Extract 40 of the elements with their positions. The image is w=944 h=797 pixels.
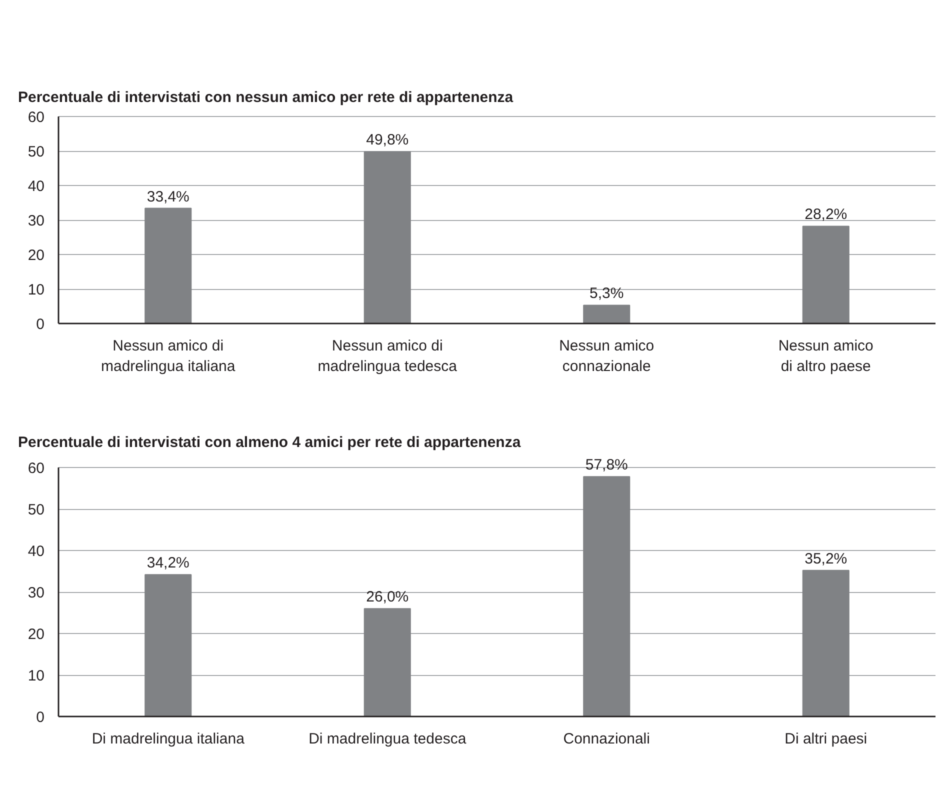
y-tick-label: 30	[28, 212, 45, 230]
x-tick-label: Nessun amico di madrelingua italiana	[101, 338, 236, 375]
y-tick-label: 20	[28, 247, 45, 264]
chart-title: Percentuale di intervistati con nessun amico per rete di appartenenza	[18, 88, 514, 108]
bar	[364, 151, 411, 324]
data-label: 26,0%	[366, 588, 409, 606]
y-tick-label: 10	[28, 282, 45, 298]
y-tick-label: 60	[28, 109, 45, 126]
y-tick-label: 0	[36, 709, 44, 726]
x-tick-label: Di madrelingua italiana	[92, 730, 246, 748]
x-tick-label: Nessun amico di madrelingua tedesca	[318, 338, 458, 375]
y-tick-label: 50	[28, 144, 45, 160]
bar	[583, 304, 630, 324]
data-label: 34,2%	[146, 554, 190, 572]
data-label: 57,8%	[585, 456, 628, 474]
y-tick-label: 0	[36, 316, 44, 333]
chart-title: Percentuale di intervistati con almeno 4 amici per rete di appartenenza	[18, 433, 521, 453]
data-label: 28,2%	[804, 206, 848, 224]
data-label: 5,3%	[590, 285, 624, 302]
y-tick-label: 40	[28, 178, 45, 195]
bar	[144, 574, 192, 716]
x-tick-label: Di altri paesi	[784, 730, 868, 748]
y-tick-label: 40	[28, 543, 45, 560]
bar	[364, 608, 411, 716]
data-label: 33,4%	[146, 188, 190, 206]
bar	[583, 476, 630, 716]
bar	[802, 570, 850, 716]
bar	[802, 226, 850, 324]
data-label: 49,8%	[366, 132, 409, 149]
y-tick-label: 60	[28, 460, 45, 477]
bar	[144, 208, 192, 324]
y-tick-label: 20	[28, 626, 45, 643]
x-tick-label: Nessun amico di altro paese	[778, 338, 874, 375]
y-tick-label: 10	[28, 668, 45, 684]
y-tick-label: 30	[28, 584, 45, 602]
data-label: 35,2%	[804, 550, 848, 568]
y-tick-label: 50	[28, 502, 45, 518]
x-tick-label: Connazionali	[563, 730, 650, 748]
x-tick-label: Di madrelingua tedesca	[308, 730, 467, 748]
x-tick-label: Nessun amico connazionale	[559, 338, 654, 375]
